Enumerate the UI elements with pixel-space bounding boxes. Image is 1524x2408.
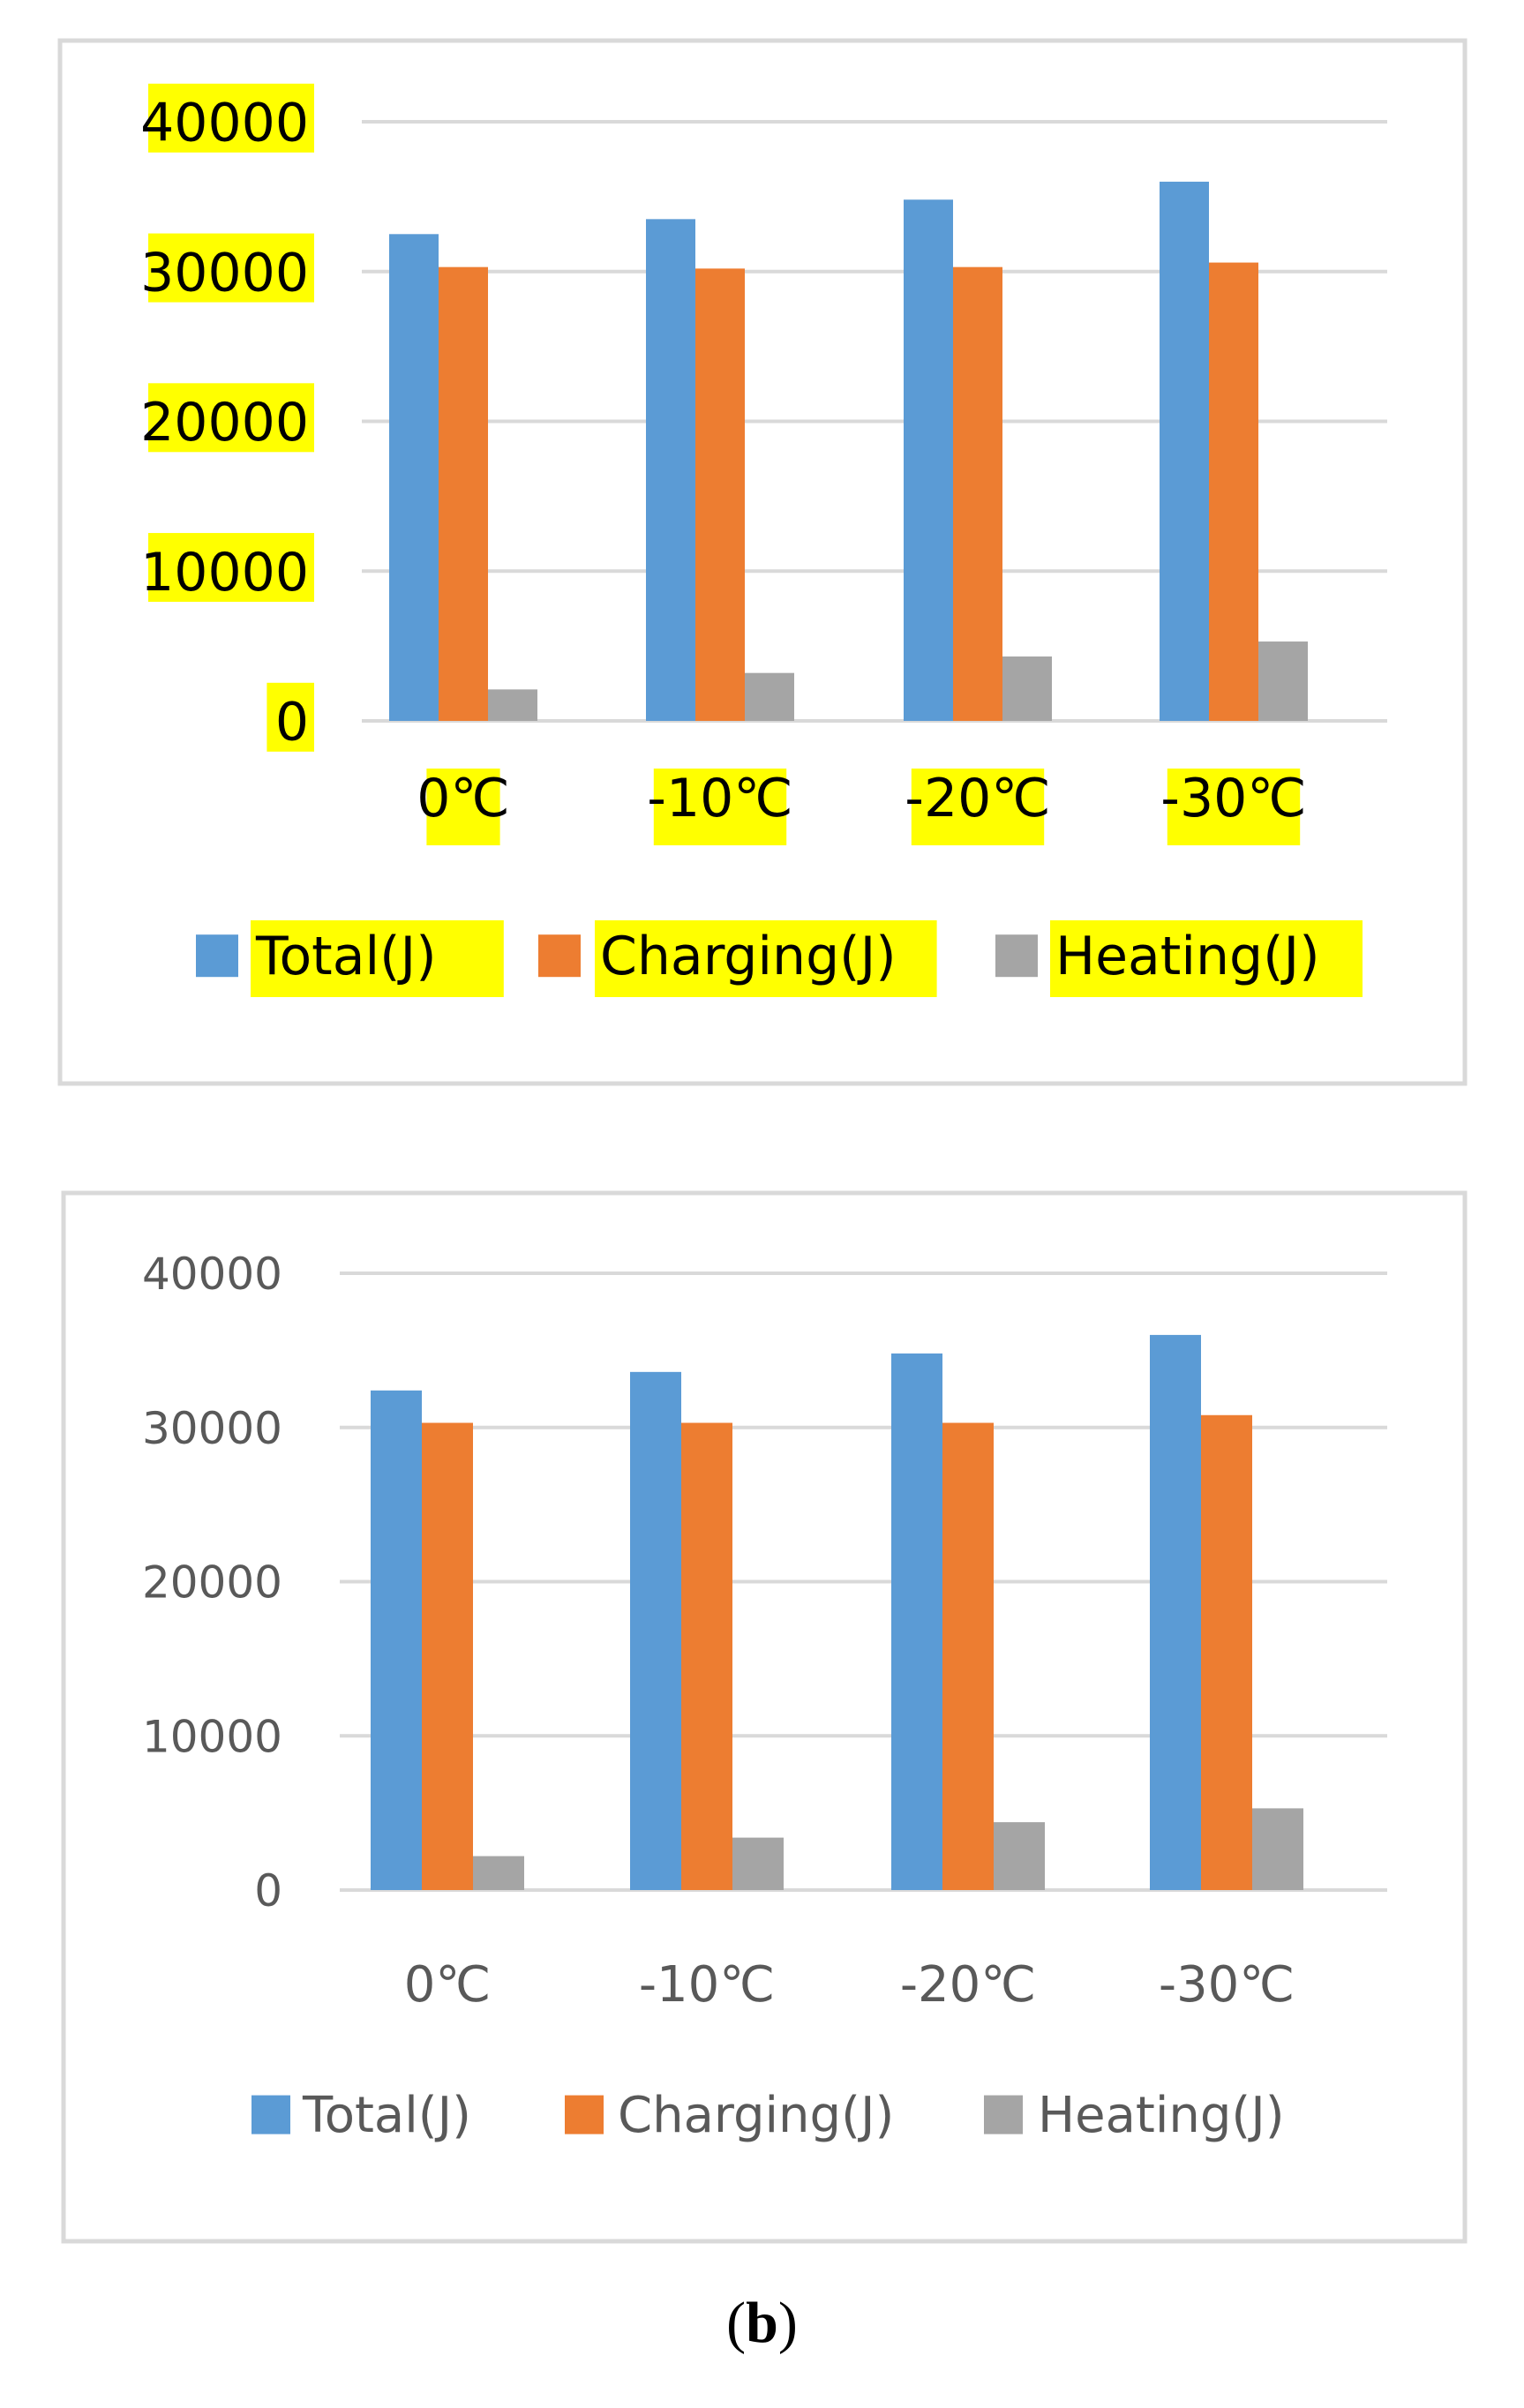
legend-highlight xyxy=(251,920,504,997)
legend-highlight xyxy=(1050,920,1363,997)
tick-highlight xyxy=(267,682,314,752)
y-tick-label: 40000 xyxy=(142,1249,282,1300)
legend-swatch xyxy=(565,2095,604,2134)
y-tick-label: 0 xyxy=(254,1865,282,1917)
tick-highlight xyxy=(148,383,314,453)
bar xyxy=(389,234,439,721)
bar xyxy=(646,219,695,721)
tick-highlight xyxy=(148,533,314,603)
y-tick-label: 30000 xyxy=(142,1403,282,1454)
x-tick-label: -30℃ xyxy=(1160,768,1306,829)
bar xyxy=(488,689,537,721)
caption-close: ) xyxy=(777,2291,798,2355)
bar xyxy=(1252,1808,1303,1890)
bar xyxy=(630,1371,681,1890)
bar xyxy=(1160,181,1209,721)
x-tick-label: -10℃ xyxy=(647,768,792,829)
legend-swatch xyxy=(538,934,581,978)
category-highlight xyxy=(426,769,500,845)
y-tick-label: 0 xyxy=(275,692,309,754)
bar xyxy=(371,1390,422,1890)
legend-swatch xyxy=(995,934,1038,978)
category-highlight xyxy=(653,769,787,845)
legend-label: Heating(J) xyxy=(1055,926,1320,987)
legend-label: Charging(J) xyxy=(600,926,897,987)
bar xyxy=(681,1422,732,1890)
y-tick-label: 40000 xyxy=(140,93,309,154)
figure-caption: (b) xyxy=(0,2290,1524,2357)
caption-open: ( xyxy=(726,2291,747,2355)
chart-top: 0 10000 20000 30000 40000 0℃ -10℃ -20℃ -30℃ Total… xyxy=(57,38,1468,1086)
bar xyxy=(439,266,488,722)
bar xyxy=(1258,641,1308,721)
bar xyxy=(891,1353,942,1890)
tick-highlight xyxy=(148,233,314,303)
bar xyxy=(1002,656,1052,721)
bar xyxy=(1209,262,1258,721)
caption-label: b xyxy=(746,2291,778,2355)
y-tick-label: 20000 xyxy=(140,392,309,454)
legend-label: Charging(J) xyxy=(618,2087,894,2144)
category-highlight xyxy=(1167,769,1301,845)
legend-swatch xyxy=(251,2095,290,2134)
x-tick-label: 0℃ xyxy=(417,768,510,829)
bar xyxy=(695,268,745,722)
y-tick-label: 30000 xyxy=(140,242,309,304)
x-tick-label: -20℃ xyxy=(905,768,1050,829)
legend-label: Total(J) xyxy=(255,926,437,987)
x-tick-label: -20℃ xyxy=(900,1956,1036,2014)
bar xyxy=(994,1822,1045,1890)
bar xyxy=(904,199,953,721)
tick-highlight xyxy=(148,83,314,153)
x-tick-label: 0℃ xyxy=(404,1956,492,2014)
y-tick-label: 10000 xyxy=(142,1711,282,1762)
bar xyxy=(473,1856,524,1890)
bar xyxy=(953,266,1002,722)
y-tick-label: 10000 xyxy=(140,542,309,604)
chart-bottom: 0 10000 20000 30000 40000 0℃ -10℃ -20℃ -30℃ Total… xyxy=(61,1190,1468,2244)
legend-swatch xyxy=(984,2095,1023,2134)
bar xyxy=(1150,1334,1201,1890)
legend-highlight xyxy=(595,920,937,997)
bar xyxy=(422,1422,473,1890)
legend-swatch xyxy=(196,934,238,978)
bar xyxy=(745,672,794,721)
x-tick-label: -30℃ xyxy=(1159,1956,1295,2014)
legend-label: Total(J) xyxy=(302,2087,471,2144)
bar xyxy=(732,1837,784,1890)
legend-label: Heating(J) xyxy=(1038,2087,1285,2144)
x-tick-label: -10℃ xyxy=(639,1956,775,2014)
y-tick-label: 20000 xyxy=(142,1557,282,1609)
bar xyxy=(942,1422,994,1890)
bar xyxy=(1201,1414,1252,1890)
category-highlight xyxy=(911,769,1045,845)
